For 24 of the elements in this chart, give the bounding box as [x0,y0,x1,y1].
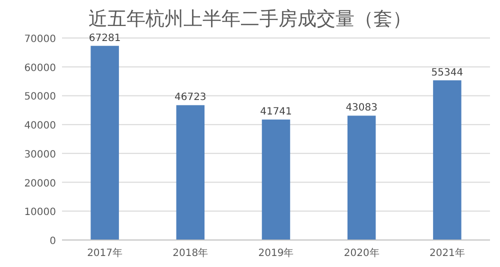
y-tick-label: 40000 [24,120,56,132]
x-tick-label: 2020年 [344,247,380,259]
bar [433,80,462,240]
bar [347,116,376,240]
bar [262,120,290,240]
y-tick-label: 10000 [24,207,56,218]
y-tick-label: 20000 [24,178,56,190]
x-tick-label: 2018年 [172,247,208,259]
y-tick-label: 70000 [24,34,56,45]
x-tick-label: 2017年 [87,247,123,259]
data-label: 46723 [174,92,206,104]
y-tick-label: 30000 [24,149,56,160]
data-label: 55344 [431,67,464,78]
chart-title: 近五年杭州上半年二手房成交量（套） [88,8,412,30]
y-tick-label: 50000 [24,92,56,103]
y-tick-label: 60000 [24,62,56,74]
x-tick-label: 2021年 [429,247,465,259]
data-label: 67281 [88,32,121,44]
data-label: 41741 [260,106,292,118]
y-tick-label: 0 [50,236,56,247]
x-tick-label: 2019年 [258,247,294,259]
data-label: 43083 [346,102,378,114]
bar [176,105,205,240]
bar [90,46,119,240]
